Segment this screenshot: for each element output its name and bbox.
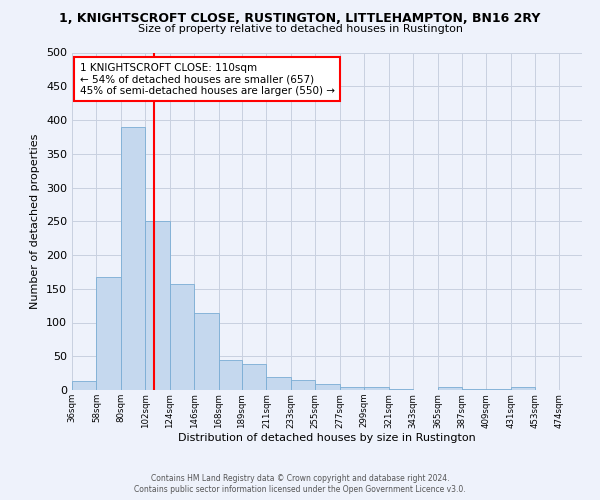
Bar — [170, 284, 194, 390]
Bar — [194, 313, 218, 390]
Bar — [242, 364, 266, 390]
Bar — [511, 388, 535, 390]
Text: 1 KNIGHTSCROFT CLOSE: 110sqm
← 54% of detached houses are smaller (657)
45% of s: 1 KNIGHTSCROFT CLOSE: 110sqm ← 54% of de… — [80, 62, 335, 96]
Bar — [121, 126, 145, 390]
Bar — [97, 276, 121, 390]
Bar — [340, 386, 364, 390]
X-axis label: Distribution of detached houses by size in Rustington: Distribution of detached houses by size … — [178, 433, 476, 443]
Text: 1, KNIGHTSCROFT CLOSE, RUSTINGTON, LITTLEHAMPTON, BN16 2RY: 1, KNIGHTSCROFT CLOSE, RUSTINGTON, LITTL… — [59, 12, 541, 26]
Text: Size of property relative to detached houses in Rustington: Size of property relative to detached ho… — [137, 24, 463, 34]
Bar — [437, 386, 462, 390]
Bar — [218, 360, 242, 390]
Bar — [389, 388, 413, 390]
Bar — [316, 384, 340, 390]
Bar — [72, 380, 97, 390]
Bar — [291, 380, 316, 390]
Bar — [266, 377, 291, 390]
Y-axis label: Number of detached properties: Number of detached properties — [31, 134, 40, 309]
Bar — [364, 388, 389, 390]
Text: Contains HM Land Registry data © Crown copyright and database right 2024.
Contai: Contains HM Land Registry data © Crown c… — [134, 474, 466, 494]
Bar — [145, 221, 170, 390]
